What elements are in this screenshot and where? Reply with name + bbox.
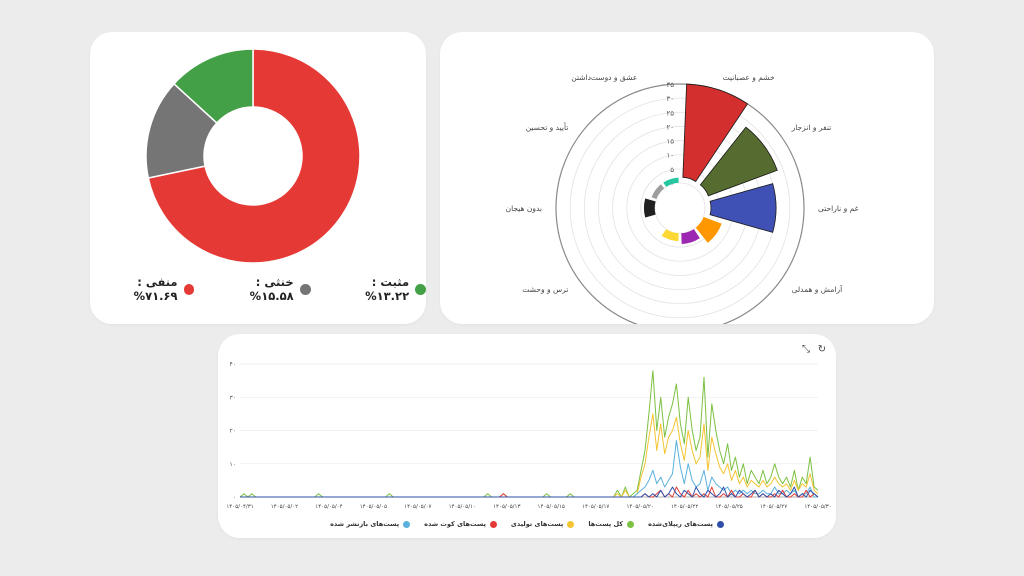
legend-label-negative: منفی : ۷۱.۶۹% bbox=[133, 275, 178, 303]
legend-item-total[interactable]: کل پست‌ها bbox=[588, 520, 635, 528]
legend-dot-produced bbox=[567, 520, 575, 528]
polar-r-tick: ۵ bbox=[670, 166, 674, 174]
polar-grid-ring bbox=[555, 83, 805, 324]
legend-item-reshared[interactable]: پست‌های بازنشر شده bbox=[330, 520, 411, 528]
series-line-4[interactable] bbox=[240, 486, 819, 498]
legend-item-produced[interactable]: پست‌های تولیدی bbox=[510, 520, 575, 528]
line-x-tick: ۱۴۰۵/۰۵/۲۵ bbox=[715, 504, 742, 510]
polar-category-label: عشق و دوست‌داشتن bbox=[571, 73, 637, 82]
legend-item-replied[interactable]: پست‌های ریپلای‌شده bbox=[648, 520, 724, 528]
series-line-1[interactable] bbox=[240, 413, 819, 498]
line-x-tick: ۱۴۰۵/۰۵/۲۰ bbox=[626, 504, 653, 510]
donut-slice-0[interactable] bbox=[147, 48, 361, 264]
line-x-tick: ۱۴۰۵/۰۵/۳۰ bbox=[804, 504, 831, 510]
line-x-tick: ۱۴۰۵/۰۵/۰۴ bbox=[315, 504, 342, 510]
legend-label-neutral: خنثی : ۱۵.۵۸% bbox=[249, 275, 294, 303]
polar-category-label: ترس و وحشت bbox=[522, 285, 568, 294]
polar-bar-4[interactable] bbox=[680, 228, 701, 245]
polar-r-tick: ۲۵ bbox=[666, 109, 674, 117]
polar-r-tick: ۳۰ bbox=[666, 95, 674, 103]
polar-bar-2[interactable] bbox=[709, 183, 777, 233]
legend-dot-total bbox=[627, 520, 635, 528]
timeline-legend: پست‌های بازنشر شده پست‌های کوت شده پست‌ه… bbox=[218, 520, 836, 528]
zoom-icon[interactable]: ⤡ bbox=[802, 344, 810, 355]
polar-r-tick: ۱۵ bbox=[666, 138, 674, 146]
polar-bar-3[interactable] bbox=[695, 216, 723, 244]
legend-label-produced: پست‌های تولیدی bbox=[510, 520, 564, 528]
polar-bar-8[interactable] bbox=[650, 183, 665, 200]
timeline-card: ↻ ⤡ ۴۰ ۳۰ ۲۰ ۱۰ ۰ ۱۴۰۵/۰۴/۳۱ ۱۴۰۵/۰۵/۰۲ ۱۴۰۵/۰۵… bbox=[218, 334, 836, 538]
line-y-tick: ۰ bbox=[233, 494, 236, 501]
legend-dot-replied bbox=[716, 520, 724, 528]
line-y-tick: ۱۰ bbox=[230, 461, 236, 468]
series-line-3[interactable] bbox=[240, 486, 819, 498]
polar-r-tick: ۲۰ bbox=[666, 123, 674, 131]
line-x-tick: ۱۴۰۵/۰۵/۱۷ bbox=[582, 504, 609, 510]
polar-bar-0[interactable] bbox=[682, 83, 749, 183]
sentiment-card: منفی : ۷۱.۶۹% خنثی : ۱۵.۵۸% مثبت : ۱۳.۲۲… bbox=[90, 32, 426, 324]
legend-dot-negative bbox=[183, 283, 195, 295]
reset-icon[interactable]: ↻ bbox=[817, 344, 827, 355]
legend-item-negative[interactable]: منفی : ۷۱.۶۹% bbox=[90, 275, 195, 303]
polar-category-label: تنفر و انزجار bbox=[791, 123, 832, 132]
line-x-tick: ۱۴۰۵/۰۵/۰۲ bbox=[271, 504, 298, 510]
legend-label-quoted: پست‌های کوت شده bbox=[424, 520, 486, 528]
polar-bar-7[interactable] bbox=[643, 197, 657, 219]
sentiment-donut-chart bbox=[145, 48, 361, 264]
legend-label-total: کل پست‌ها bbox=[588, 520, 624, 528]
legend-dot-positive bbox=[415, 283, 426, 295]
polar-bar-1[interactable] bbox=[699, 126, 778, 197]
timeline-line-chart: ۴۰ ۳۰ ۲۰ ۱۰ ۰ ۱۴۰۵/۰۴/۳۱ ۱۴۰۵/۰۵/۰۲ ۱۴۰۵/۰۵/۰۴ ۱… bbox=[226, 361, 831, 510]
polar-bar-5[interactable] bbox=[661, 228, 680, 242]
line-y-tick: ۲۰ bbox=[230, 428, 236, 435]
polar-r-tick: ۳۵ bbox=[666, 81, 674, 89]
polar-bar-9[interactable] bbox=[662, 177, 680, 188]
line-x-tick: ۱۴۰۵/۰۵/۱۵ bbox=[538, 504, 565, 510]
sentiment-legend: منفی : ۷۱.۶۹% خنثی : ۱۵.۵۸% مثبت : ۱۳.۲۲… bbox=[90, 275, 426, 303]
line-x-tick: ۱۴۰۵/۰۴/۳۱ bbox=[226, 504, 253, 510]
polar-category-label: غم و ناراحتی bbox=[818, 204, 859, 213]
legend-label-replied: پست‌های ریپلای‌شده bbox=[648, 520, 713, 528]
polar-r-tick: ۱۰ bbox=[666, 152, 674, 160]
polar-category-label: آرامش و همدلی bbox=[792, 284, 843, 294]
legend-item-quoted[interactable]: پست‌های کوت شده bbox=[424, 520, 497, 528]
line-x-tick: ۱۴۰۵/۰۵/۰۵ bbox=[360, 504, 387, 510]
line-y-tick: ۴۰ bbox=[230, 361, 236, 368]
polar-center bbox=[654, 182, 706, 234]
polar-r-tick: ۰ bbox=[670, 180, 674, 188]
legend-label-positive: مثبت : ۱۳.۲۲% bbox=[365, 275, 410, 303]
line-x-tick: ۱۴۰۵/۰۵/۲۷ bbox=[760, 504, 787, 510]
polar-category-label: بدون هیجان bbox=[506, 204, 542, 213]
legend-dot-neutral bbox=[299, 283, 311, 295]
polar-category-label: خشم و عصبانیت bbox=[723, 73, 775, 82]
emotions-polar-chart: ۳۵ ۳۰ ۲۵ ۲۰ ۱۵ ۱۰ ۵ ۰ خشم و عصبانیت تنفر و انزجار… bbox=[506, 73, 859, 324]
legend-dot-reshared bbox=[403, 520, 411, 528]
donut-slice-2[interactable] bbox=[172, 48, 254, 125]
line-y-tick: ۳۰ bbox=[230, 394, 236, 401]
line-x-tick: ۱۴۰۵/۰۵/۰۷ bbox=[404, 504, 431, 510]
polar-grid-ring bbox=[569, 97, 791, 319]
legend-label-reshared: پست‌های بازنشر شده bbox=[330, 520, 400, 528]
legend-dot-quoted bbox=[489, 520, 497, 528]
emotions-card: ۳۵ ۳۰ ۲۵ ۲۰ ۱۵ ۱۰ ۵ ۰ خشم و عصبانیت تنفر و انزجار… bbox=[440, 32, 934, 324]
legend-item-neutral[interactable]: خنثی : ۱۵.۵۸% bbox=[208, 275, 311, 303]
line-x-tick: ۱۴۰۵/۰۵/۱۳ bbox=[493, 504, 520, 510]
legend-item-positive[interactable]: مثبت : ۱۳.۲۲% bbox=[325, 275, 426, 303]
line-x-tick: ۱۴۰۵/۰۵/۲۲ bbox=[671, 504, 698, 510]
polar-category-label: تأیید و تحسین bbox=[526, 122, 569, 132]
line-x-tick: ۱۴۰۵/۰۵/۱۰ bbox=[449, 504, 476, 510]
